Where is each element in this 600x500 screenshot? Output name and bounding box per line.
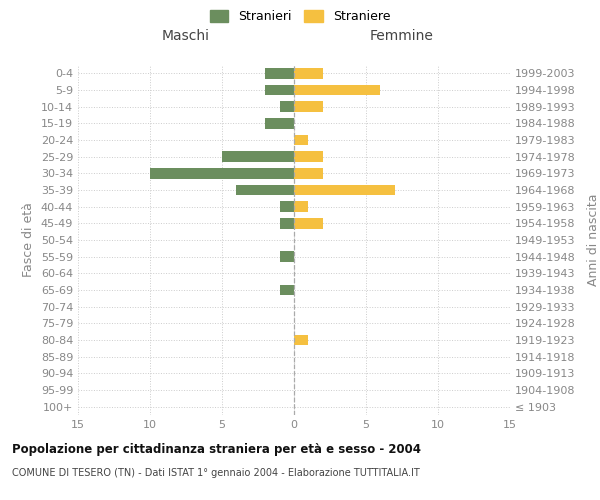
Bar — [294, 218, 323, 229]
Bar — [265, 84, 294, 96]
Bar — [294, 334, 308, 345]
Bar — [280, 201, 294, 212]
Bar — [294, 101, 323, 112]
Bar — [280, 284, 294, 296]
Bar — [280, 218, 294, 229]
Text: Popolazione per cittadinanza straniera per età e sesso - 2004: Popolazione per cittadinanza straniera p… — [12, 442, 421, 456]
Bar — [294, 201, 308, 212]
Bar — [294, 68, 323, 78]
Bar — [265, 118, 294, 128]
Bar — [280, 251, 294, 262]
Y-axis label: Fasce di età: Fasce di età — [22, 202, 35, 278]
Bar — [294, 151, 323, 162]
Bar — [294, 84, 380, 96]
Bar — [222, 151, 294, 162]
Bar — [294, 168, 323, 179]
Bar — [236, 184, 294, 196]
Text: Femmine: Femmine — [370, 28, 434, 42]
Bar — [150, 168, 294, 179]
Text: Maschi: Maschi — [162, 28, 210, 42]
Bar — [294, 184, 395, 196]
Text: COMUNE DI TESERO (TN) - Dati ISTAT 1° gennaio 2004 - Elaborazione TUTTITALIA.IT: COMUNE DI TESERO (TN) - Dati ISTAT 1° ge… — [12, 468, 420, 477]
Y-axis label: Anni di nascita: Anni di nascita — [587, 194, 600, 286]
Legend: Stranieri, Straniere: Stranieri, Straniere — [206, 6, 394, 27]
Bar — [280, 101, 294, 112]
Bar — [294, 134, 308, 145]
Bar — [265, 68, 294, 78]
